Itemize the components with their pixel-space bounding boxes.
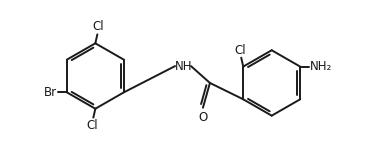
Text: NH: NH xyxy=(175,60,192,73)
Text: Cl: Cl xyxy=(87,119,98,132)
Text: Br: Br xyxy=(44,86,57,99)
Text: NH₂: NH₂ xyxy=(310,60,332,73)
Text: O: O xyxy=(198,111,208,124)
Text: Cl: Cl xyxy=(234,44,246,57)
Text: Cl: Cl xyxy=(93,20,104,33)
